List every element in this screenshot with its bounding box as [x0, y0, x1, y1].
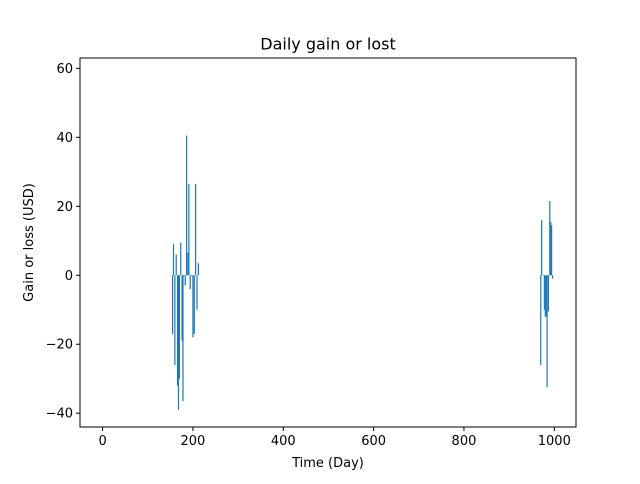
y-tick-label: −40 [46, 407, 73, 422]
x-axis-ticks: 0 200 400 600 800 1000 [98, 427, 571, 449]
bar [545, 275, 547, 317]
x-tick-label: 600 [361, 434, 386, 449]
bar [175, 254, 177, 276]
x-tick-label: 800 [452, 434, 477, 449]
bar [176, 275, 179, 386]
bar [178, 275, 180, 379]
bar [197, 263, 199, 276]
bar [186, 135, 188, 276]
y-axis-ticks: −40 −20 0 20 40 60 [46, 62, 80, 422]
bar-series [172, 135, 554, 410]
bar [189, 275, 191, 290]
bar [188, 183, 190, 276]
y-tick-label: −20 [46, 338, 73, 353]
bar [543, 275, 545, 310]
y-tick-label: 40 [56, 131, 73, 146]
bar [546, 275, 548, 388]
bar [192, 275, 194, 338]
bar [184, 275, 186, 286]
bar [544, 275, 546, 317]
x-tick-label: 400 [271, 434, 296, 449]
x-tick-label: 0 [98, 434, 106, 449]
bar [183, 275, 185, 276]
plot-frame [79, 57, 577, 428]
bar [182, 275, 184, 402]
bar [551, 225, 553, 276]
bar [180, 242, 182, 276]
bar [196, 275, 198, 310]
bar [190, 275, 193, 276]
bar [172, 244, 175, 276]
x-tick-label: 1000 [538, 434, 571, 449]
y-tick-label: 0 [65, 269, 73, 284]
bar [187, 252, 189, 276]
bar [193, 275, 195, 334]
bar [177, 275, 180, 410]
y-tick-label: 60 [56, 62, 73, 77]
bar [551, 275, 554, 279]
bar [542, 275, 544, 276]
bar [540, 275, 542, 365]
y-tick-label: 20 [56, 200, 73, 215]
bar [174, 275, 176, 365]
x-tick-label: 200 [181, 434, 206, 449]
bar [547, 275, 550, 312]
y-axis-label: Gain or loss (USD) [22, 183, 37, 302]
bar [195, 183, 197, 276]
bar [550, 221, 552, 276]
bar [541, 220, 543, 276]
bar [549, 201, 551, 276]
chart-title: Daily gain or lost [260, 35, 396, 54]
bar [172, 275, 174, 334]
x-axis-label: Time (Day) [291, 456, 364, 471]
bar [181, 275, 183, 341]
